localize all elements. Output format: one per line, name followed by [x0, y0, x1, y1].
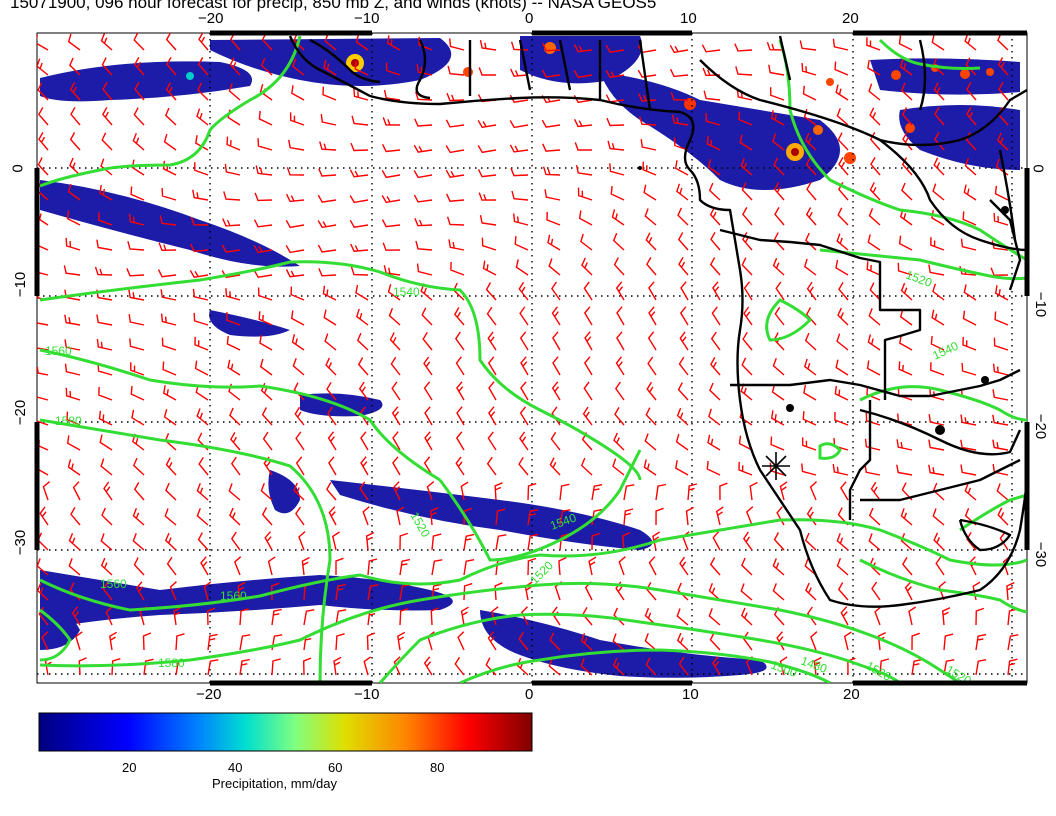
- axis-frame-bars: [34, 30, 1030, 686]
- colorbar-title: Precipitation, mm/day: [212, 776, 337, 791]
- colorbar-tick: 20: [122, 760, 137, 775]
- contour-label: 1560: [45, 344, 72, 358]
- lake-outlines: [638, 166, 1009, 435]
- star-marker: [762, 452, 790, 480]
- graticule: [37, 33, 1027, 683]
- colorbar-tick: 40: [228, 760, 243, 775]
- contour-label: 1580: [158, 656, 185, 670]
- lon-tick-bottom: 20: [843, 686, 860, 703]
- colorbar-gradient: [38, 712, 533, 752]
- contour-label: 1560: [220, 589, 247, 603]
- lon-tick-bottom: −10: [354, 686, 380, 703]
- contour-label: 1540: [393, 285, 420, 299]
- lon-tick-top: −20: [198, 10, 224, 27]
- colorbar-tick: 60: [328, 760, 343, 775]
- lon-tick-top: 0: [525, 10, 534, 27]
- contour-label: 1580: [55, 414, 82, 428]
- lon-tick-bottom: 10: [682, 686, 699, 703]
- lon-tick-top: −10: [354, 10, 380, 27]
- wind-barbs: [37, 33, 1019, 676]
- colorbar-tick: 80: [430, 760, 445, 775]
- lon-tick-top: 20: [842, 10, 859, 27]
- contour-label: 1560: [100, 577, 127, 591]
- wind-barbs-layer: [37, 33, 1019, 676]
- map-title: 15071900, 096 hour forecast for precip, …: [10, 0, 657, 12]
- lon-tick-top: 10: [680, 10, 697, 27]
- lon-tick-bottom: 0: [525, 686, 534, 703]
- colorbar: [38, 712, 533, 752]
- coastlines: [288, 35, 1027, 608]
- height-contours: [39, 35, 1027, 683]
- lon-tick-bottom: −20: [196, 686, 222, 703]
- forecast-map: 1540 1560 1580 1520 1540 1520 1580 1560 …: [34, 30, 1030, 686]
